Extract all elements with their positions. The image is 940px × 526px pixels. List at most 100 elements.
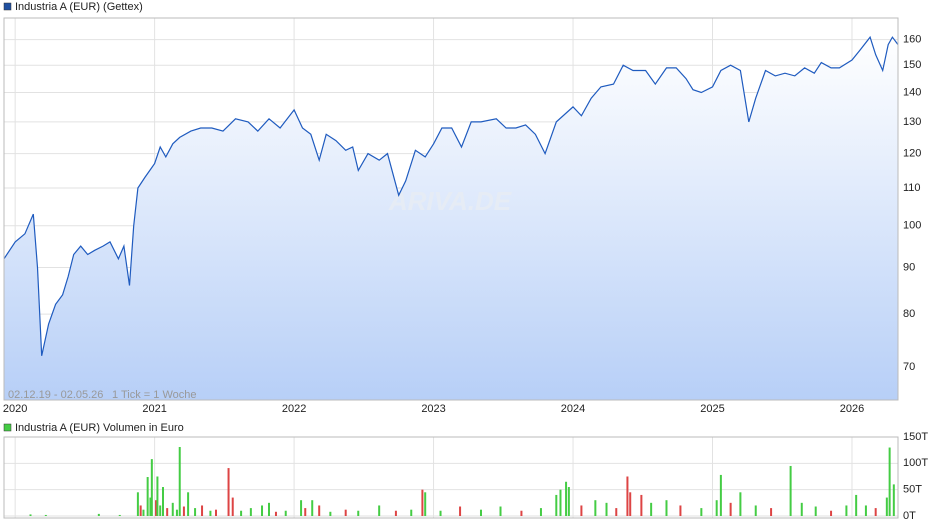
y-tick-label: 150	[903, 59, 921, 71]
x-tick-label: 2021	[142, 403, 166, 415]
volume-bar	[640, 494, 643, 516]
volume-bar	[424, 492, 427, 516]
volume-bar	[800, 502, 803, 516]
area-fill	[4, 37, 898, 400]
x-tick-label: 2026	[840, 403, 864, 415]
volume-bar	[249, 508, 252, 516]
volume-bar	[357, 510, 360, 516]
volume-bar	[29, 514, 32, 516]
volume-bar	[626, 476, 629, 516]
volume-bar	[410, 509, 413, 516]
volume-bar	[166, 508, 169, 516]
y-tick-label: 80	[903, 308, 915, 320]
x-tick-label: 2023	[421, 403, 445, 415]
volume-bar	[171, 502, 174, 516]
volume-bar	[311, 500, 314, 516]
legend-swatch	[3, 423, 12, 432]
volume-bar	[814, 506, 817, 516]
volume-bar	[421, 489, 424, 516]
volume-bar	[439, 510, 442, 516]
volume-bar	[378, 505, 381, 516]
volume-bar	[715, 500, 718, 516]
volume-bar	[318, 505, 321, 516]
volume-bar	[580, 505, 583, 516]
volume-bar	[136, 492, 139, 516]
watermark: ARIVA.DE	[388, 186, 512, 216]
volume-bar	[329, 511, 332, 516]
volume-bar	[615, 508, 618, 516]
volume-bar	[304, 508, 307, 516]
volume-bar	[855, 494, 858, 516]
volume-bar	[142, 509, 145, 516]
volume-bar	[539, 508, 542, 516]
volume-bar	[479, 509, 482, 516]
y-tick-label: 90	[903, 261, 915, 273]
y-tick-label: 100	[903, 220, 921, 232]
volume-bar	[520, 510, 523, 516]
volume-bar	[885, 497, 888, 516]
volume-bar	[565, 481, 568, 516]
volume-bar	[187, 492, 190, 516]
volume-bar	[44, 514, 47, 516]
tick-note: 1 Tick = 1 Woche	[112, 389, 196, 401]
volume-bar	[830, 510, 833, 516]
x-tick-label: 2025	[700, 403, 724, 415]
y-tick-label: 130	[903, 116, 921, 128]
volume-bar	[175, 509, 178, 516]
volume-bar	[739, 492, 742, 516]
volume-bar	[719, 474, 722, 516]
legend-swatch	[3, 2, 12, 11]
volume-bar	[267, 502, 270, 516]
volume-bar	[629, 492, 632, 516]
volume-bar	[214, 509, 217, 516]
volume-bar	[789, 465, 792, 516]
volume-bar	[284, 510, 287, 516]
volume-bar	[567, 487, 570, 516]
volume-bar	[864, 505, 867, 516]
y-tick-label: 0T	[903, 510, 916, 522]
volume-bar	[300, 500, 303, 516]
plot-frame	[3, 436, 899, 519]
volume-bar	[555, 494, 558, 516]
date-range: 02.12.19 - 02.05.26	[8, 389, 103, 401]
volume-bar	[159, 505, 162, 516]
volume-bar	[754, 505, 757, 516]
volume-bar	[665, 500, 668, 516]
volume-bar	[150, 459, 153, 516]
volume-bar	[559, 489, 562, 516]
y-tick-label: 160	[903, 34, 921, 46]
volume-bar	[156, 476, 159, 516]
volume-bar	[178, 447, 181, 516]
volume-bar	[139, 505, 142, 516]
volume-bar	[231, 497, 234, 516]
y-tick-label: 140	[903, 86, 921, 98]
y-tick-label: 50T	[903, 484, 922, 496]
volume-bar	[394, 510, 397, 516]
volume-bar	[146, 477, 149, 516]
volume-bar	[499, 506, 502, 516]
y-tick-label: 70	[903, 361, 915, 373]
volume-bar	[874, 508, 877, 516]
plot-frame	[3, 17, 899, 401]
volume-bar	[605, 502, 608, 516]
volume-bar	[700, 508, 703, 516]
volume-title: Industria A (EUR) Volumen in Euro	[15, 422, 184, 434]
volume-bar	[240, 510, 243, 516]
volume-bar	[344, 509, 347, 516]
volume-bar	[770, 508, 773, 516]
volume-bar	[194, 508, 197, 516]
volume-bar	[209, 510, 212, 516]
volume-bar	[729, 502, 732, 516]
volume-bar	[261, 505, 264, 516]
volume-bar	[118, 514, 121, 516]
y-tick-label: 150T	[903, 431, 928, 443]
x-tick-label: 2020	[3, 403, 27, 415]
volume-bar	[161, 487, 164, 516]
volume-bar	[459, 506, 462, 516]
y-tick-label: 110	[903, 182, 921, 194]
volume-bar	[227, 468, 230, 516]
volume-bar	[97, 513, 100, 516]
y-tick-label: 120	[903, 147, 921, 159]
volume-bar	[149, 497, 152, 516]
